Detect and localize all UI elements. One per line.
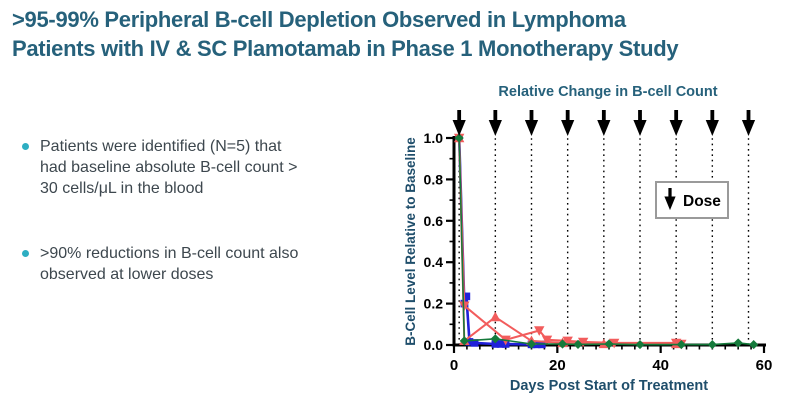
svg-text:0: 0 bbox=[450, 357, 458, 374]
svg-text:Dose: Dose bbox=[683, 193, 721, 210]
chart-title: Relative Change in B-cell Count bbox=[498, 84, 718, 100]
slide-title-line1: >95-99% Peripheral B-cell Depletion Obse… bbox=[12, 7, 626, 32]
svg-text:1.0: 1.0 bbox=[424, 130, 444, 146]
bullet-list: Patients were identified (N=5) that had … bbox=[22, 136, 322, 286]
bullet-text-1: Patients were identified (N=5) that had … bbox=[40, 138, 298, 198]
bullet-item-1: Patients were identified (N=5) that had … bbox=[22, 136, 322, 199]
svg-text:0.2: 0.2 bbox=[424, 296, 444, 312]
svg-text:60: 60 bbox=[756, 357, 773, 374]
svg-text:B-Cell Level Relative to Basel: B-Cell Level Relative to Baseline bbox=[403, 137, 418, 346]
svg-text:0.6: 0.6 bbox=[424, 213, 444, 229]
svg-text:0.8: 0.8 bbox=[424, 171, 444, 187]
svg-text:20: 20 bbox=[549, 357, 566, 374]
bcell-chart: Relative Change in B-cell Count 0.0 0.2 0.… bbox=[402, 84, 798, 398]
svg-text:Days Post Start of Treatment: Days Post Start of Treatment bbox=[510, 378, 708, 394]
bullet-dot-icon bbox=[22, 250, 29, 258]
bullet-text-2: >90% reductions in B-cell count also obs… bbox=[40, 245, 299, 284]
bcell-chart-canvas: 0.0 0.2 0.4 0.6 0.8 1.0 0 20 40 60 Days Post Start… bbox=[403, 110, 773, 394]
slide-title: >95-99% Peripheral B-cell Depletion Obse… bbox=[12, 5, 794, 63]
svg-text:40: 40 bbox=[652, 357, 669, 374]
slide-title-line2: Patients with IV & SC Plamotamab in Phas… bbox=[12, 36, 679, 62]
svg-text:0.4: 0.4 bbox=[424, 254, 444, 270]
bullet-dot-icon bbox=[22, 143, 29, 150]
svg-text:0.0: 0.0 bbox=[424, 337, 444, 353]
bullet-item-2: >90% reductions in B-cell count also obs… bbox=[22, 243, 322, 285]
